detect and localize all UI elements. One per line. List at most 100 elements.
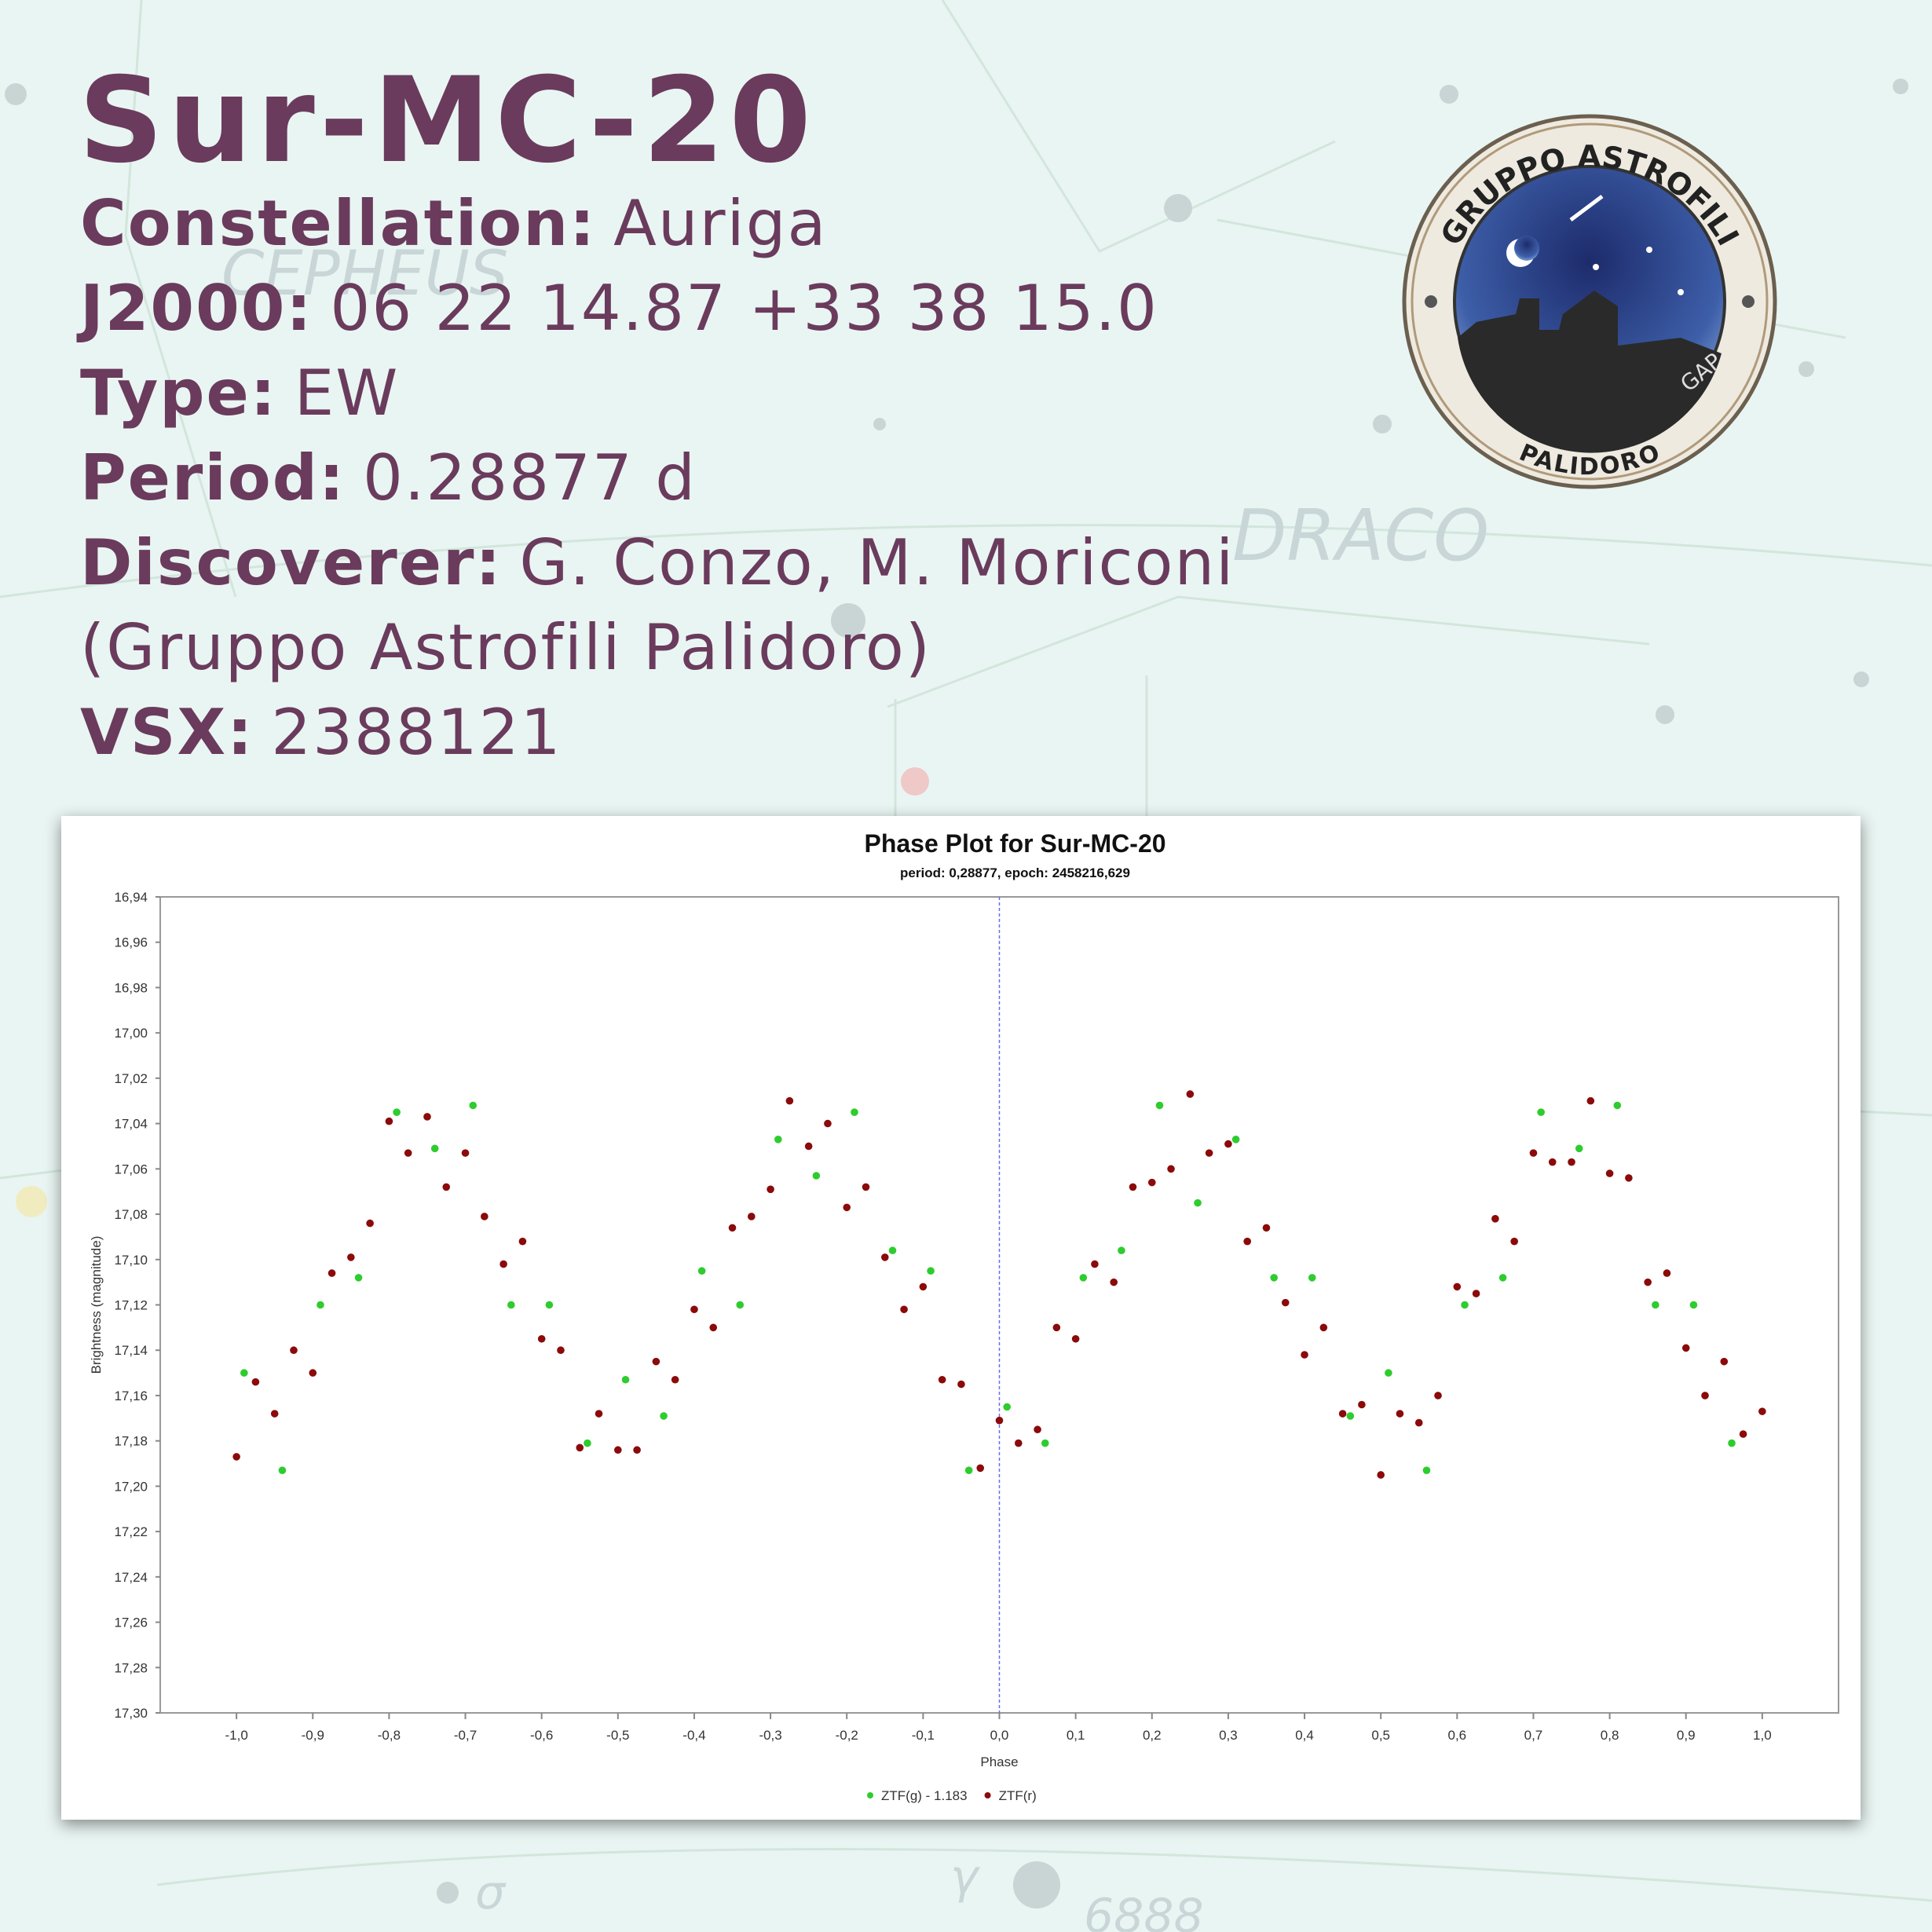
info-value: 06 22 14.87 +33 38 15.0	[330, 272, 1158, 345]
legend-label: ZTF(r)	[999, 1788, 1037, 1803]
info-value: 0.28877 d	[363, 441, 697, 514]
data-point	[1739, 1430, 1747, 1438]
star-dots	[5, 79, 1908, 1908]
data-point	[270, 1410, 279, 1418]
data-point	[1205, 1149, 1213, 1157]
info-label: Period:	[80, 441, 346, 514]
data-point	[1194, 1198, 1202, 1207]
info-line: Constellation: Auriga	[80, 187, 828, 260]
data-point	[545, 1301, 554, 1309]
x-tick-label: -0,6	[530, 1728, 553, 1743]
x-tick-label: -0,5	[606, 1728, 629, 1743]
info-line: (Gruppo Astrofili Palidoro)	[80, 611, 931, 684]
data-point	[1681, 1344, 1690, 1352]
x-tick-label: 0,2	[1143, 1728, 1162, 1743]
data-point	[595, 1410, 603, 1418]
data-point	[366, 1219, 374, 1228]
data-point	[1422, 1466, 1431, 1474]
y-tick-label: 17,00	[114, 1026, 148, 1041]
x-tick-label: 0,0	[990, 1728, 1009, 1743]
y-tick-label: 16,98	[114, 980, 148, 995]
data-point	[1537, 1108, 1545, 1116]
data-point	[499, 1260, 507, 1268]
data-point	[1625, 1174, 1633, 1182]
data-point	[423, 1113, 431, 1121]
data-point	[1568, 1158, 1575, 1166]
data-point	[1041, 1439, 1049, 1447]
x-tick-label: -0,1	[912, 1728, 935, 1743]
x-tick-label: -0,4	[682, 1728, 705, 1743]
data-point	[1385, 1369, 1392, 1377]
legend-marker	[867, 1792, 873, 1798]
data-point	[690, 1305, 698, 1314]
info-value: Auriga	[613, 187, 827, 260]
data-point	[824, 1119, 832, 1128]
info-line: VSX: 2388121	[80, 696, 562, 769]
data-point	[1308, 1274, 1316, 1282]
data-point	[442, 1183, 451, 1191]
data-point	[614, 1446, 622, 1454]
data-point	[430, 1144, 439, 1153]
y-tick-label: 17,14	[114, 1343, 148, 1358]
data-point	[964, 1466, 973, 1474]
data-point	[774, 1136, 782, 1143]
data-point	[1491, 1215, 1499, 1223]
data-point	[938, 1375, 946, 1384]
y-tick-label: 17,18	[114, 1434, 148, 1449]
data-point	[1663, 1269, 1671, 1277]
data-point	[393, 1108, 401, 1116]
data-point	[1758, 1407, 1766, 1415]
y-tick-label: 17,16	[114, 1389, 148, 1403]
chart-title: Phase Plot for Sur-MC-20	[864, 829, 1165, 858]
data-point	[1377, 1471, 1385, 1479]
info-value: (Gruppo Astrofili Palidoro)	[80, 611, 931, 684]
data-point	[697, 1267, 706, 1275]
y-tick-label: 16,96	[114, 935, 148, 950]
data-point	[1262, 1224, 1271, 1232]
data-point	[347, 1253, 355, 1261]
info-block: Constellation: Auriga J2000: 06 22 14.87 +3…	[76, 187, 1235, 769]
poster-title: Sur-MC-20	[79, 53, 816, 189]
y-tick-label: 17,26	[114, 1615, 148, 1630]
data-point	[995, 1416, 1004, 1425]
x-tick-label: -0,9	[302, 1728, 324, 1743]
data-point	[1079, 1274, 1088, 1282]
y-tick-label: 17,08	[114, 1207, 148, 1222]
x-tick-label: 0,5	[1371, 1728, 1390, 1743]
x-tick-label: -0,3	[759, 1728, 781, 1743]
data-point	[880, 1253, 889, 1261]
data-point	[1301, 1351, 1308, 1359]
info-value: 2388121	[271, 696, 562, 769]
info-value: G. Conzo, M. Moriconi	[519, 526, 1235, 599]
data-point	[633, 1446, 641, 1454]
data-point	[671, 1375, 679, 1384]
data-point	[354, 1274, 363, 1282]
data-point	[957, 1380, 965, 1389]
data-point	[728, 1224, 737, 1232]
data-point	[584, 1439, 591, 1447]
y-tick-label: 17,30	[114, 1706, 148, 1721]
data-point	[1338, 1410, 1347, 1418]
x-tick-label: 0,4	[1295, 1728, 1314, 1743]
data-point	[1071, 1334, 1080, 1343]
data-point	[232, 1453, 240, 1461]
x-tick-label: -0,8	[378, 1728, 401, 1743]
data-point	[240, 1369, 248, 1377]
data-point	[1358, 1400, 1366, 1409]
data-point	[1701, 1392, 1709, 1400]
data-point	[1129, 1183, 1137, 1191]
data-point	[1231, 1136, 1240, 1143]
data-point	[576, 1444, 584, 1452]
data-point	[537, 1334, 546, 1343]
data-point	[843, 1203, 851, 1212]
map-label: CEPHEUS	[221, 239, 508, 309]
data-point	[976, 1464, 985, 1473]
y-tick-label: 17,12	[114, 1298, 148, 1313]
x-tick-label: 1,0	[1753, 1728, 1772, 1743]
data-point	[1243, 1237, 1251, 1246]
data-point	[785, 1096, 794, 1105]
info-label: VSX:	[80, 696, 254, 769]
data-point	[1434, 1392, 1442, 1400]
data-point	[1414, 1418, 1423, 1427]
data-point	[1270, 1274, 1278, 1282]
